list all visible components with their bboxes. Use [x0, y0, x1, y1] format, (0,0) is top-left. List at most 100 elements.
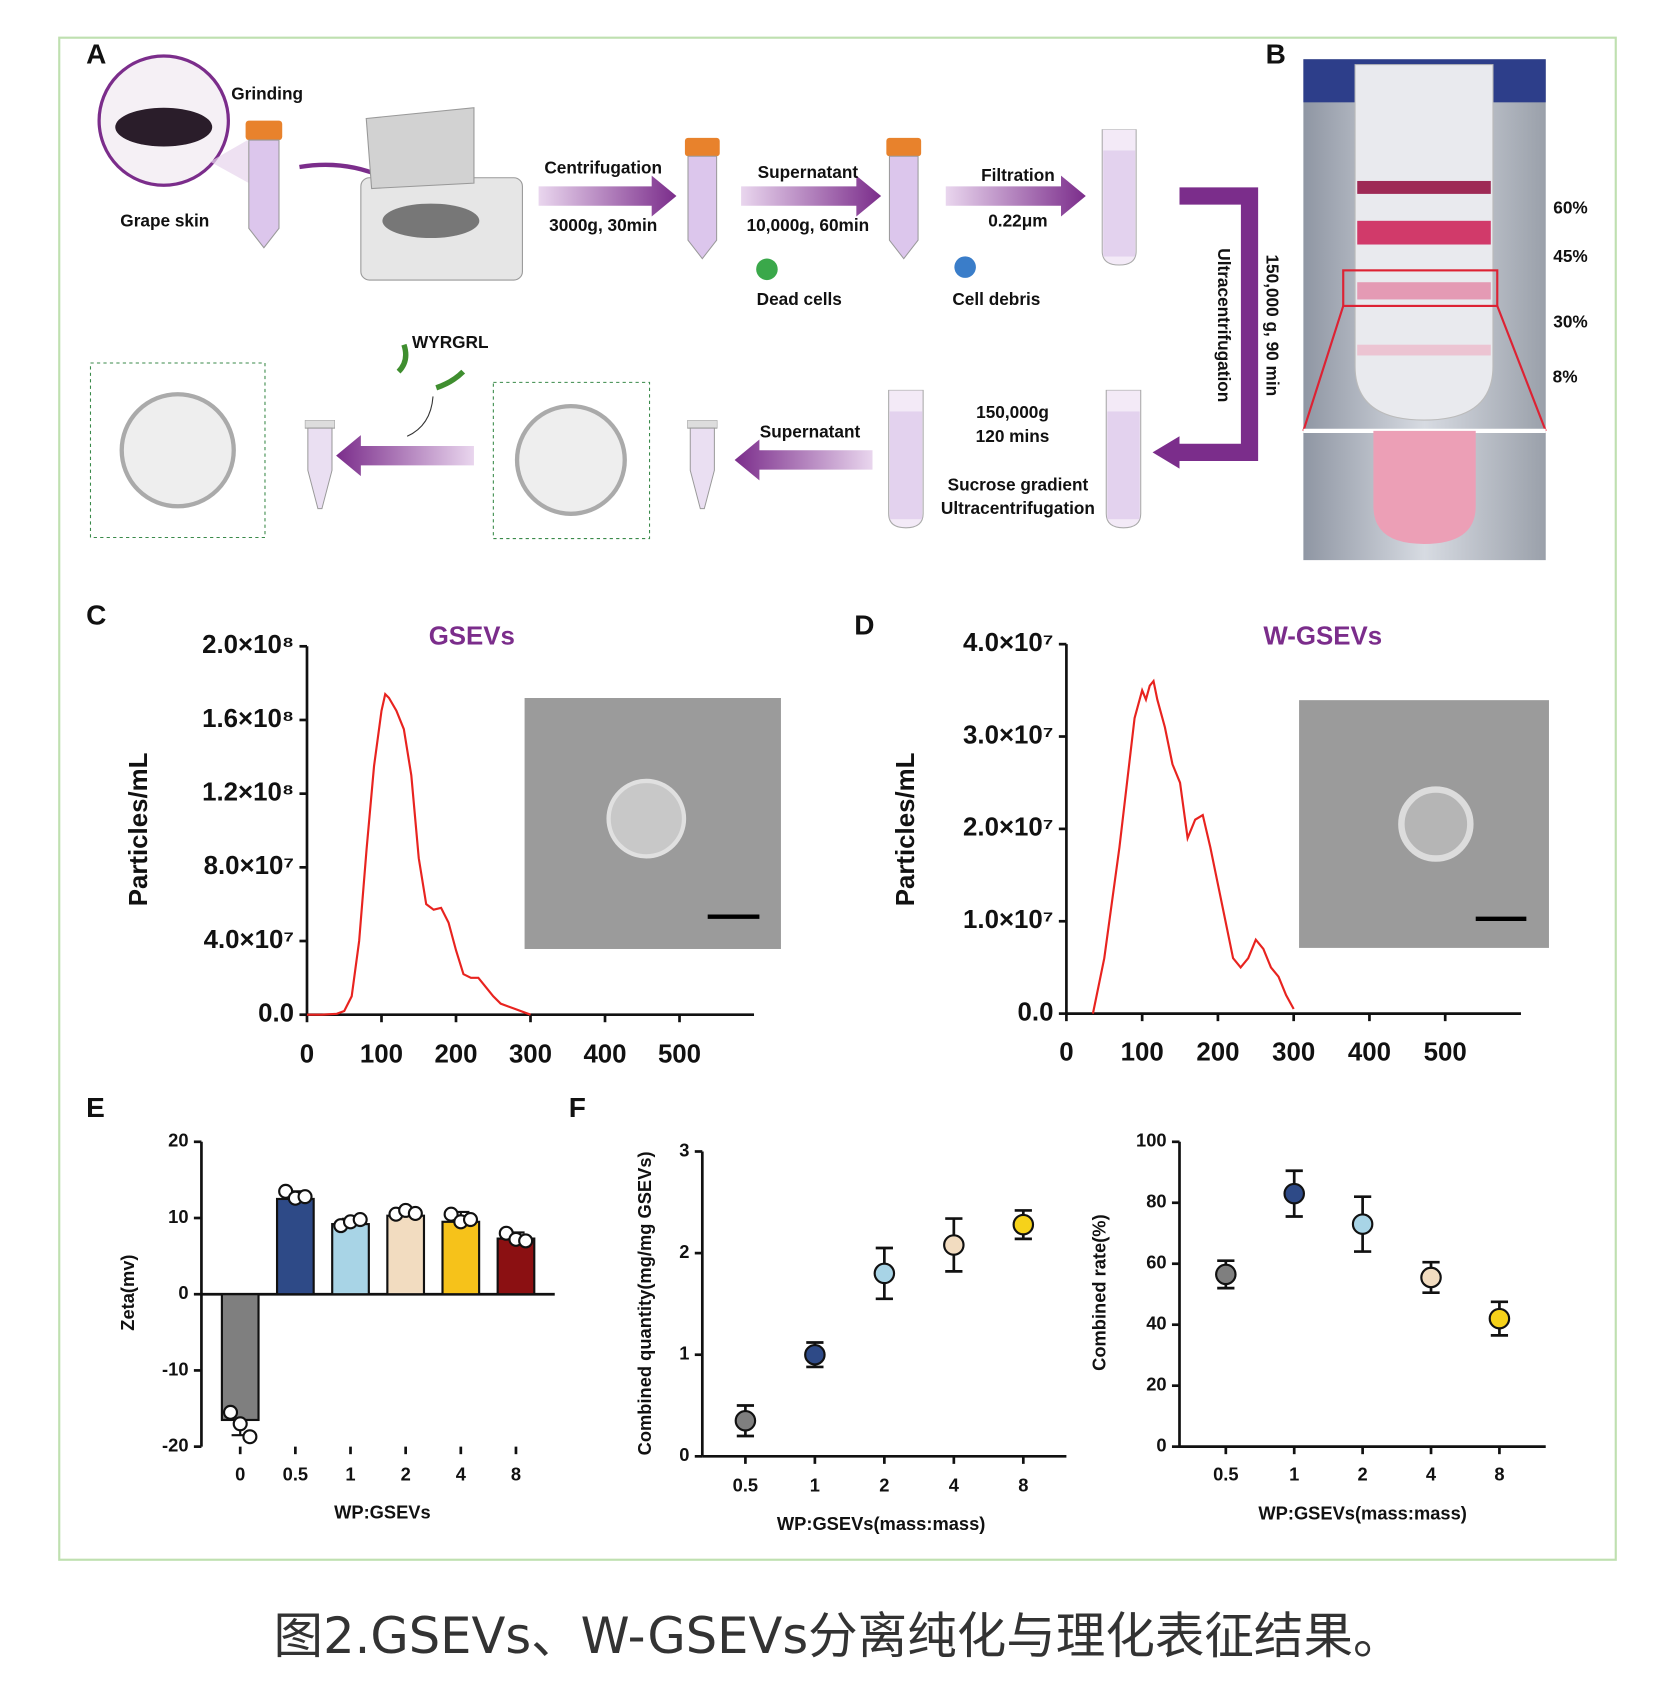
x-tick-label: 1 [810, 1474, 820, 1495]
arrow [741, 175, 882, 217]
bar [331, 1223, 370, 1296]
label: 10,000g, 60min [747, 215, 870, 235]
data-point [242, 1429, 258, 1445]
y-tick-label: 0 [178, 1282, 188, 1303]
tube-icon [687, 420, 718, 510]
panel-label: C [86, 600, 106, 631]
layer-label: 30% [1553, 312, 1587, 332]
chart-title: W-GSEVs [1263, 623, 1382, 651]
panel-label: A [86, 38, 106, 69]
inset-box [89, 362, 266, 539]
band [1357, 344, 1491, 356]
x-axis-label: WP:GSEVs(mass:mass) [1258, 1502, 1466, 1523]
x-tick-label: 4 [456, 1464, 467, 1485]
data-point [232, 1416, 248, 1432]
zoom [210, 140, 259, 189]
y-tick-label: 0 [1156, 1434, 1166, 1455]
x-tick-label: 0.5 [283, 1464, 308, 1485]
y-tick-label: 0.0 [258, 1000, 294, 1028]
tube-icon [1101, 129, 1137, 266]
x-tick-label: 8 [1494, 1464, 1504, 1485]
label: Ultracentrifugation [1214, 248, 1234, 402]
y-tick-label: 10 [168, 1206, 188, 1227]
photo [1302, 59, 1547, 561]
y-tick-label: 4.0×10⁷ [204, 926, 294, 954]
y-tick-label: 0.0 [1018, 998, 1054, 1026]
data-point [222, 1404, 239, 1420]
layer-label: 45% [1553, 246, 1587, 266]
arrow-head [1152, 436, 1180, 469]
x-tick-label: 0.5 [733, 1474, 758, 1495]
y-axis-label: Combined quantity(mg/mg GSEVs) [634, 1151, 655, 1455]
debris-icon [954, 256, 976, 278]
y-tick-label: 0 [679, 1444, 689, 1465]
y-axis-label: Particles/mL [125, 753, 153, 907]
label: Ultracentrifugation [941, 498, 1095, 518]
y-tick-label: -20 [162, 1434, 188, 1455]
x-tick-label: 8 [511, 1464, 521, 1485]
tube-icon [888, 389, 924, 529]
label: Grinding [231, 83, 303, 103]
bar [441, 1220, 481, 1296]
x-tick-label: 4 [949, 1474, 960, 1495]
label: Supernatant [758, 162, 859, 182]
band [1357, 282, 1491, 300]
label: Centrifugation [544, 158, 662, 178]
line [1091, 678, 1295, 1014]
figure-border [58, 36, 1617, 1561]
x-tick-label: 2 [401, 1464, 411, 1485]
y-tick-label: 2.0×10⁷ [963, 814, 1053, 842]
tube-icon [684, 137, 721, 260]
bar [386, 1214, 426, 1296]
y-tick-label: 1.2×10⁸ [202, 778, 294, 806]
data-point [1215, 1263, 1237, 1286]
panel-label: D [854, 609, 874, 640]
y-axis-label: Zeta(mv) [117, 1254, 138, 1330]
zoom-line [1302, 305, 1547, 432]
y-tick-label: 2 [679, 1241, 689, 1262]
y-tick-label: 20 [168, 1130, 188, 1151]
y-axis-label: Particles/mL [892, 753, 920, 907]
bar [220, 1293, 260, 1422]
y-tick-label: 60 [1146, 1252, 1166, 1273]
data-point [804, 1343, 826, 1366]
y-tick-label: 4.0×10⁷ [963, 629, 1053, 657]
y-tick-label: 3 [679, 1139, 689, 1160]
band [1357, 180, 1491, 194]
data-point [1420, 1266, 1442, 1289]
data-point [462, 1211, 479, 1228]
y-tick-label: 1.0×10⁷ [963, 906, 1053, 934]
y-tick-label: 1 [679, 1343, 689, 1364]
data-point [1283, 1182, 1305, 1205]
arrow [406, 396, 434, 437]
label: Supernatant [760, 422, 861, 442]
vesicle [514, 403, 627, 516]
tube-icon [304, 420, 336, 510]
arrow [945, 175, 1086, 217]
line [306, 692, 531, 1016]
label: 3000g, 30min [549, 215, 657, 235]
vesicle [606, 778, 687, 859]
x-tick-label: 2 [1358, 1464, 1368, 1485]
x-tick-label: 100 [1121, 1038, 1164, 1066]
x-tick-label: 500 [1424, 1038, 1467, 1066]
arrow [1174, 187, 1259, 462]
panel-label: B [1266, 38, 1286, 69]
x-axis-label: WP:GSEVs [334, 1501, 431, 1522]
x-tick-label: 0 [300, 1040, 314, 1068]
data-point [873, 1262, 896, 1285]
caption: 图2.GSEVs、W-GSEVs分离纯化与理化表征结果。 [274, 1607, 1403, 1665]
y-tick-label: 80 [1146, 1191, 1166, 1212]
x-tick-label: 0.5 [1213, 1464, 1238, 1485]
label: 150,000 g, 90 min [1263, 254, 1283, 396]
data-point [734, 1409, 757, 1432]
sample [1373, 430, 1476, 544]
y-tick-label: 3.0×10⁷ [963, 721, 1053, 749]
data-point [518, 1233, 534, 1249]
rotor [382, 203, 480, 239]
y-tick-label: 8.0×10⁷ [204, 852, 294, 880]
x-tick-label: 1 [345, 1464, 355, 1485]
data-point [407, 1205, 423, 1221]
x-tick-label: 400 [583, 1040, 626, 1068]
